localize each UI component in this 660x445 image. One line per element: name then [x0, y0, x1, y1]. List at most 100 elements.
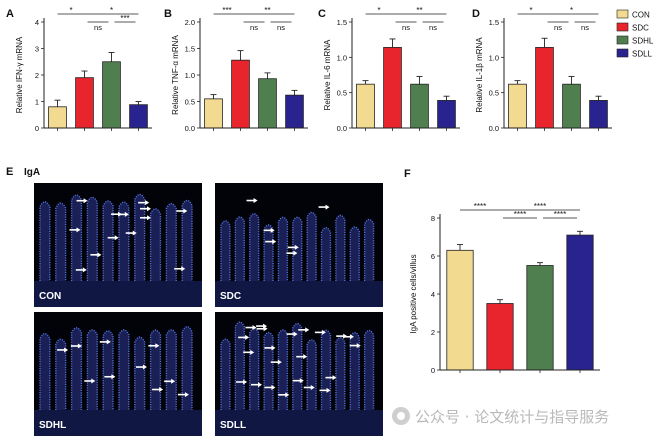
y-tick-label: 6: [431, 252, 435, 261]
legend-label: SDLL: [632, 50, 653, 59]
significance-label: ****: [554, 210, 566, 219]
y-tick-label: 1: [35, 98, 39, 107]
arrow-icon: [305, 327, 310, 333]
villus-shape: [320, 226, 332, 281]
micrograph-label: SDHL: [39, 420, 66, 431]
panel-letter: B: [164, 8, 172, 20]
arrow-icon: [91, 378, 96, 384]
villus-shape: [86, 329, 98, 410]
y-tick-label: 1.0: [337, 53, 347, 62]
significance-label: ns: [250, 23, 258, 32]
bar-sdhl: [102, 61, 121, 129]
bar-con: [48, 106, 67, 129]
y-axis-label: IgA positive cells/villus: [409, 254, 418, 333]
arrow-icon: [294, 244, 299, 250]
villus-shape: [181, 326, 193, 410]
arrow-icon: [145, 200, 150, 206]
significance-label: ns: [554, 23, 562, 32]
crypt-layer: [215, 410, 383, 436]
villus-shape: [118, 329, 130, 410]
villus-shape: [102, 330, 114, 410]
villus-shape: [165, 202, 177, 281]
arrow-icon: [183, 208, 188, 214]
arrow-icon: [124, 211, 129, 217]
villus-shape: [70, 194, 83, 281]
significance-label: ***: [120, 14, 129, 23]
villus-shape: [292, 322, 303, 410]
villus-shape: [220, 338, 231, 410]
legend-label: SDHL: [632, 37, 654, 46]
significance-label: *: [69, 6, 72, 15]
legend-swatch: [616, 35, 629, 45]
significance-label: ****: [514, 210, 526, 219]
arrow-icon: [271, 345, 276, 351]
significance-label: ****: [534, 202, 546, 211]
villus-shape: [335, 337, 346, 410]
y-tick-label: 4: [431, 290, 435, 299]
villus-shape: [165, 329, 177, 410]
villus-shape: [320, 329, 332, 410]
villus-shape: [335, 214, 346, 281]
arrow-icon: [258, 382, 263, 388]
arrow-icon: [82, 267, 87, 273]
bar-sdc: [75, 77, 94, 129]
arrow-icon: [114, 235, 119, 241]
arrow-icon: [272, 239, 277, 245]
villus-shape: [55, 202, 67, 281]
arrow-icon: [118, 211, 123, 217]
panel-letter: F: [404, 168, 411, 180]
arrow-icon: [253, 198, 258, 204]
villus-shape: [277, 216, 289, 281]
crypt-layer: [215, 281, 383, 307]
villus-shape: [181, 199, 193, 281]
villus-shape: [55, 338, 67, 410]
villus-shape: [249, 213, 260, 281]
arrow-icon: [303, 354, 308, 360]
villus-shape: [363, 329, 375, 410]
bar-sdhl: [526, 265, 554, 371]
chart-panel-a: A 0 1 2 3 4 Relative IFN-γ mRNA * * ns ***: [6, 6, 152, 133]
micrograph-sdhl: SDHL: [34, 312, 202, 436]
panel-letter: A: [6, 8, 14, 20]
micrograph-sdll: SDLL: [215, 312, 383, 436]
significance-label: **: [264, 6, 270, 15]
significance-label: *: [529, 6, 532, 15]
y-tick-label: 0.0: [337, 124, 347, 133]
bar-sdll: [285, 94, 304, 129]
crypt-layer: [34, 281, 202, 307]
legend: CON SDC SDHL SDLL: [616, 9, 654, 59]
villus-shape: [134, 193, 146, 281]
y-tick-label: 0.0: [185, 124, 195, 133]
villus-shape: [86, 196, 98, 281]
significance-label: ns: [94, 23, 102, 32]
y-tick-label: 0: [35, 124, 39, 133]
legend-swatch: [616, 48, 629, 58]
villus-shape: [306, 339, 317, 410]
y-tick-label: 1.5: [185, 45, 195, 54]
arrow-icon: [321, 329, 326, 335]
arrow-icon: [106, 339, 111, 345]
bar-sdll: [129, 104, 148, 129]
significance-label: *: [110, 6, 113, 15]
y-tick-label: 4: [35, 18, 39, 27]
arrow-icon: [171, 378, 176, 384]
arrow-icon: [252, 325, 257, 331]
arrow-icon: [326, 387, 331, 393]
villus-shape: [263, 331, 274, 410]
arrow-icon: [181, 266, 186, 272]
chart-panel-d: D 0.0 0.5 1.0 1.5 Relative IL-1β mRNA * * ns ns: [472, 6, 612, 133]
watermark-text: 公众号 · 论文统计与指导服务: [415, 407, 610, 426]
arrow-icon: [343, 333, 348, 339]
villus-shape: [292, 216, 303, 281]
arrow-icon: [263, 323, 268, 329]
micrograph-label: CON: [39, 291, 61, 302]
villus-shape: [70, 327, 83, 410]
bar-sdll: [566, 234, 594, 371]
arrow-icon: [299, 378, 304, 384]
arrow-icon: [270, 227, 275, 233]
arrow-icon: [277, 359, 282, 365]
arrow-icon: [250, 349, 255, 355]
watermark: 公众号 · 论文统计与指导服务: [392, 404, 654, 428]
y-tick-label: 1.0: [489, 53, 499, 62]
arrow-icon: [285, 392, 290, 398]
